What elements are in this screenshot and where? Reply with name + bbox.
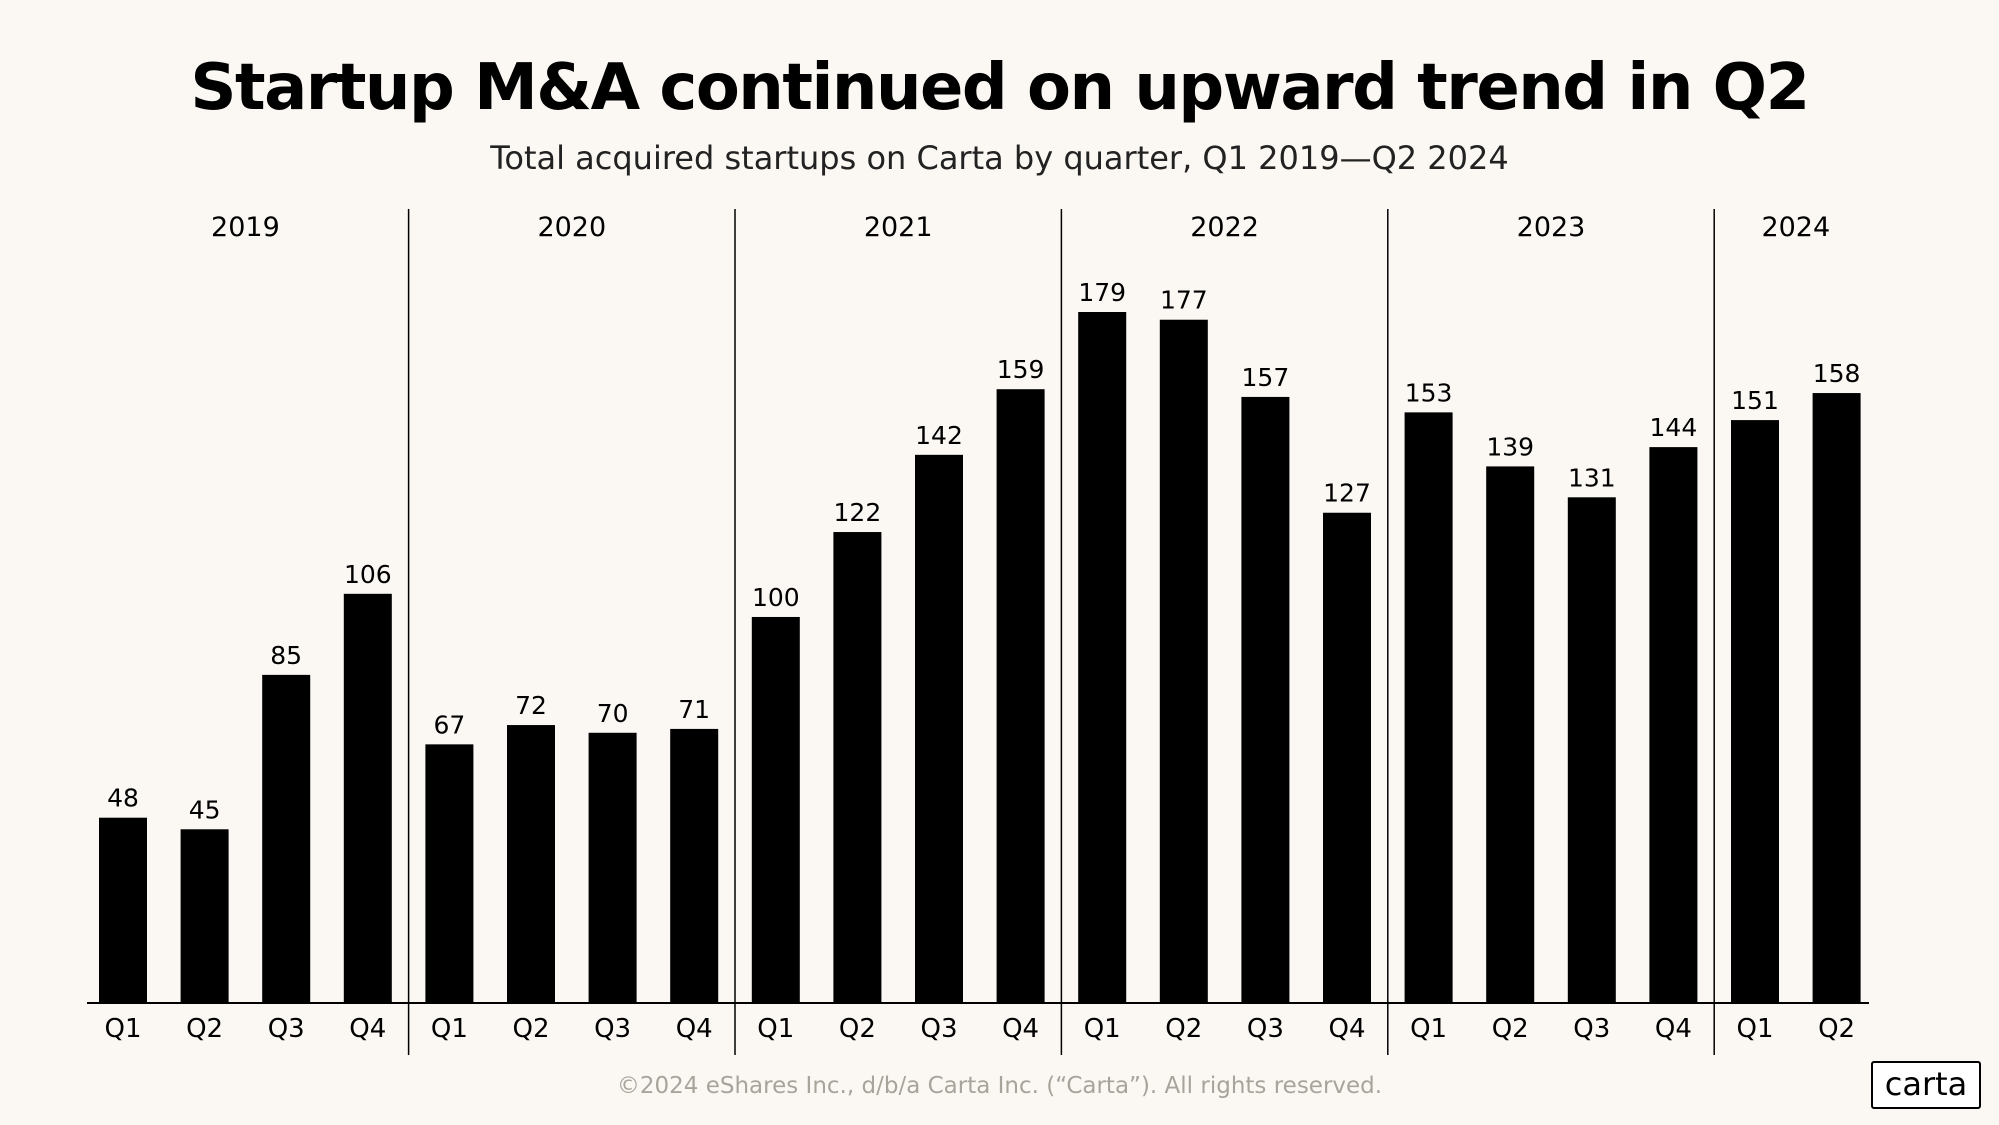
tick-label: Q4	[1002, 1014, 1039, 1044]
bar-2024-q2	[1812, 393, 1861, 1004]
tick-label: Q2	[1165, 1014, 1202, 1044]
data-label: 122	[834, 498, 882, 527]
bar-2019-q1	[99, 817, 147, 1003]
data-label: 144	[1650, 413, 1698, 442]
data-label: 48	[107, 784, 139, 813]
tick-label: Q2	[839, 1014, 876, 1044]
bar-2020-q2	[507, 725, 555, 1003]
year-label-2020: 2020	[537, 212, 606, 243]
bar-2022-q1	[1078, 312, 1127, 1003]
bar-2021-q1	[751, 616, 800, 1003]
tick-label: Q4	[349, 1014, 386, 1044]
bar-2024-q1	[1731, 420, 1779, 1004]
tick-label: Q2	[186, 1014, 223, 1044]
tick-label: Q1	[431, 1014, 468, 1044]
bar-2019-q4	[343, 593, 392, 1003]
tick-label: Q1	[104, 1014, 141, 1044]
bar-2019-q3	[262, 674, 311, 1003]
year-label-2023: 2023	[1517, 212, 1586, 243]
data-label: 151	[1731, 386, 1779, 415]
data-label: 71	[678, 695, 710, 724]
data-label: 70	[597, 699, 629, 728]
bar-2023-q2	[1486, 466, 1535, 1003]
copyright-footer: ©2024 eShares Inc., d/b/a Carta Inc. (“C…	[616, 1073, 1383, 1099]
year-label-2019: 2019	[211, 212, 280, 243]
tick-label: Q3	[920, 1014, 957, 1044]
data-label: 158	[1813, 359, 1861, 388]
data-label: 100	[752, 583, 800, 612]
data-label: 72	[515, 691, 547, 720]
bar-2019-q2	[180, 829, 229, 1003]
data-label: 153	[1405, 378, 1453, 407]
bar-2022-q3	[1241, 396, 1290, 1003]
bar-2021-q3	[915, 454, 963, 1003]
tick-label: Q1	[1736, 1014, 1773, 1044]
data-label: 106	[344, 560, 392, 589]
bar-2021-q2	[833, 532, 882, 1003]
tick-label: Q1	[1084, 1014, 1121, 1044]
year-label-2024: 2024	[1761, 212, 1830, 243]
data-label: 159	[997, 355, 1045, 384]
year-label-2022: 2022	[1190, 212, 1259, 243]
carta-logo: carta	[1871, 1061, 1981, 1109]
tick-label: Q2	[1818, 1014, 1855, 1044]
bar-2020-q1	[425, 744, 474, 1003]
tick-label: Q3	[1573, 1014, 1610, 1044]
data-label: 131	[1568, 463, 1616, 492]
data-label: 127	[1323, 479, 1371, 508]
bar-2022-q2	[1159, 319, 1208, 1003]
tick-label: Q1	[1410, 1014, 1447, 1044]
tick-label: Q3	[1247, 1014, 1284, 1044]
bar-2023-q1	[1404, 412, 1453, 1003]
data-label: 142	[915, 421, 963, 450]
year-label-2021: 2021	[864, 212, 933, 243]
bar-2023-q4	[1649, 447, 1698, 1004]
tick-label: Q1	[757, 1014, 794, 1044]
tick-label: Q4	[1655, 1014, 1692, 1044]
bar-2020-q4	[670, 728, 719, 1003]
tick-label: Q2	[1492, 1014, 1529, 1044]
data-label: 139	[1486, 432, 1534, 461]
tick-label: Q2	[512, 1014, 549, 1044]
data-label: 45	[189, 795, 221, 824]
data-label: 67	[433, 710, 465, 739]
bar-2020-q3	[588, 732, 637, 1003]
data-label: 85	[270, 641, 302, 670]
data-label: 177	[1160, 286, 1208, 315]
data-label: 157	[1242, 363, 1290, 392]
bar-2022-q4	[1323, 512, 1371, 1003]
tick-label: Q3	[594, 1014, 631, 1044]
tick-label: Q3	[268, 1014, 305, 1044]
bar-2021-q4	[996, 389, 1045, 1004]
bar-2023-q3	[1567, 497, 1616, 1003]
tick-label: Q4	[1328, 1014, 1365, 1044]
chart-title: Startup M&A continued on upward trend in…	[190, 51, 1810, 125]
data-label: 179	[1078, 278, 1126, 307]
tick-label: Q4	[676, 1014, 713, 1044]
chart-subtitle: Total acquired startups on Carta by quar…	[490, 139, 1509, 177]
